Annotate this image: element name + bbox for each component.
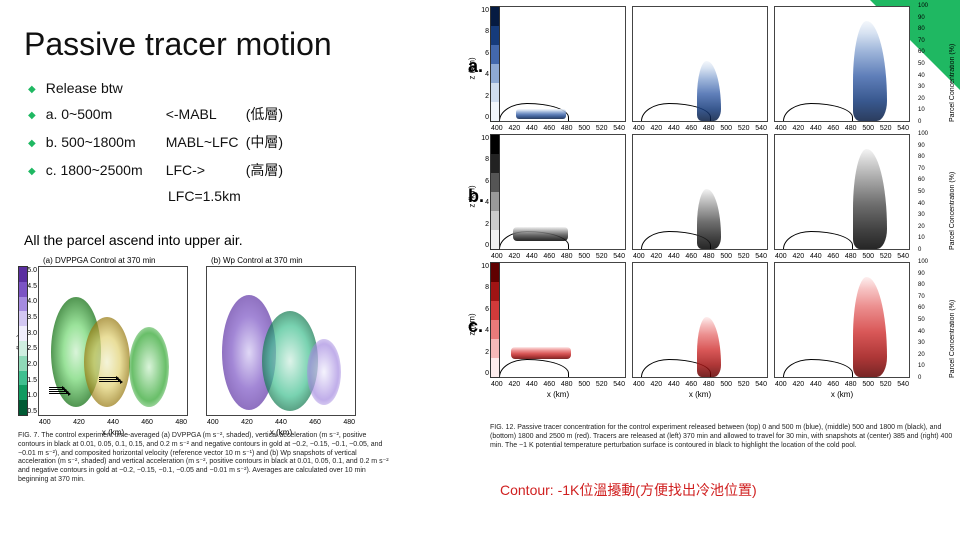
fig7-xaxis-b: 400420440460480 (207, 419, 355, 426)
ascend-note: All the parcel ascend into upper air. (24, 232, 243, 248)
fig12: 370 minutes1086420z (km)4004204404604805… (460, 6, 950, 390)
fig7-xaxis: 400420440460480 (39, 419, 187, 426)
fig12-cbar (490, 6, 500, 122)
fig12-row-label: c. (468, 316, 483, 337)
slide-root: Passive tracer motion Release btw a. 0~5… (0, 0, 960, 540)
fig7-cbar-b (18, 266, 28, 416)
bullet-a: a. 0~500m<-MABL(低層) (28, 104, 283, 124)
bullet-b: b. 500~1800mMABL~LFC(中層) (28, 132, 283, 152)
fig12-row-label: a. (468, 56, 483, 77)
bullet-list: Release btw a. 0~500m<-MABL(低層) b. 500~1… (28, 80, 283, 204)
fig12-caption: FIG. 12. Passive tracer concentration fo… (490, 424, 960, 450)
contour-note: Contour: -1K位溫擾動(方便找出冷池位置) (500, 480, 757, 500)
fig12-panel: 400420440460480500520540x (km) (632, 262, 768, 378)
lfc-note: LFC=1.5km (168, 188, 283, 204)
fig12-panel: 400420440460480500520540x (km) (774, 262, 910, 378)
fig7-panel-b: (b) Wp Control at 370 min 40042044046048… (206, 266, 356, 416)
bullet-release: Release btw (28, 80, 283, 96)
bullet-c: c. 1800~2500mLFC->(高層) (28, 160, 283, 180)
fig12-panel: 400 minutes400420440460480500520540x (km… (774, 6, 910, 122)
fig7-caption: FIG. 7. The control experiment time-aver… (18, 432, 393, 485)
fig12-cbar (490, 134, 500, 250)
fig12-cbar (490, 262, 500, 378)
page-title: Passive tracer motion (24, 26, 332, 63)
fig12-panel: 385 minutes400420440460480500520540x (km… (632, 6, 768, 122)
fig7: (a) DVPPGA Control at 370 min 5.04.54.03… (18, 266, 393, 416)
fig12-row-label: b. (468, 186, 484, 207)
fig12-panel: 400420440460480500520540x (km) (774, 134, 910, 250)
fig12-panel: 400420440460480500520540x (km) (632, 134, 768, 250)
fig7-panel-a: (a) DVPPGA Control at 370 min 5.04.54.03… (38, 266, 188, 416)
fig12-panel: 1086420z (km)400420440460480500520540x (… (490, 262, 626, 378)
fig12-panel: 1086420z (km)400420440460480500520540x (… (490, 134, 626, 250)
fig12-panel: 370 minutes1086420z (km)4004204404604805… (490, 6, 626, 122)
